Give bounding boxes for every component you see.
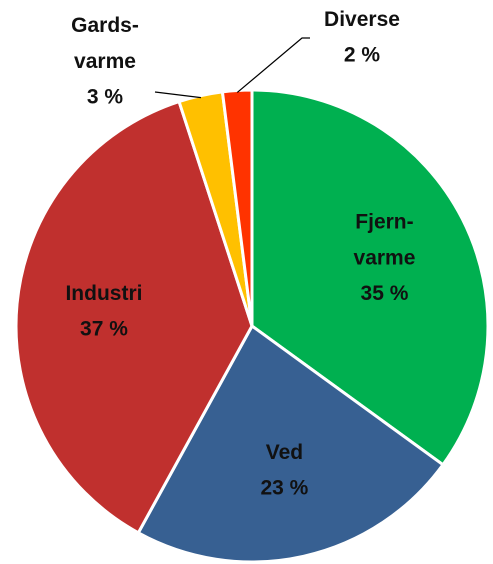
value-label: 35 %	[361, 282, 409, 305]
slice-label-line: Gards-	[71, 14, 139, 37]
slice-label: Fjern-varme	[354, 210, 416, 269]
slice-label-line: Fjern-	[355, 210, 413, 233]
leader-line	[236, 37, 310, 93]
value-label: 3 %	[87, 86, 124, 109]
pie-slice	[250, 88, 490, 467]
value-label: 23 %	[260, 477, 308, 500]
slice-label: Diverse	[324, 8, 400, 31]
slice-label-line: Ved	[266, 441, 303, 464]
slice-label: Ved	[266, 441, 303, 464]
pie-slice	[136, 323, 446, 564]
slice-label: Gards-varme	[71, 14, 139, 73]
slice-label-line: varme	[74, 50, 136, 73]
pie-slice	[220, 88, 254, 327]
slice-label: Industri	[65, 282, 142, 305]
slice-label-line: varme	[354, 246, 416, 269]
value-label: 2 %	[344, 44, 381, 67]
value-label: 37 %	[80, 318, 128, 341]
slice-label-line: Industri	[65, 282, 142, 305]
pie-slice	[14, 99, 254, 535]
leader-line	[154, 91, 202, 99]
slice-label-line: Diverse	[324, 8, 400, 31]
